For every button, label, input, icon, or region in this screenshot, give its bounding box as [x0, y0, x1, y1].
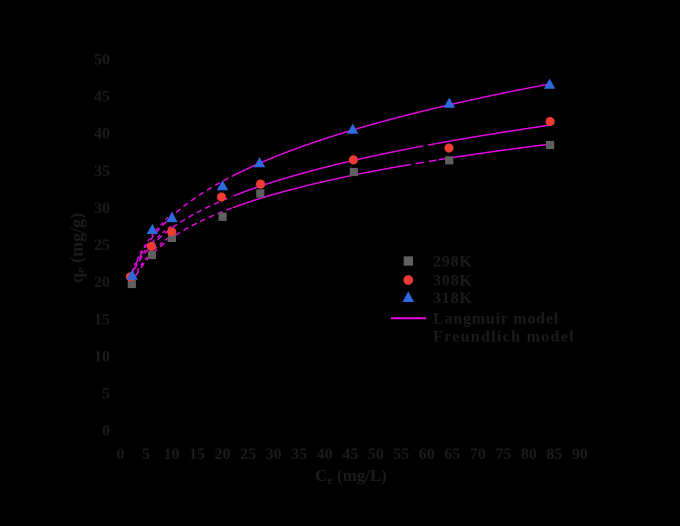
- svg-text:25: 25: [94, 237, 110, 254]
- svg-text:5: 5: [142, 446, 150, 463]
- svg-text:75: 75: [495, 446, 511, 463]
- svg-text:80: 80: [521, 446, 537, 463]
- svg-text:Langmuir model: Langmuir model: [433, 311, 559, 328]
- svg-text:30: 30: [266, 446, 282, 463]
- svg-text:25: 25: [240, 446, 256, 463]
- svg-text:90: 90: [572, 446, 588, 463]
- svg-text:35: 35: [94, 163, 110, 180]
- svg-text:Ce (mg/L): Ce (mg/L): [315, 466, 387, 487]
- svg-text:50: 50: [94, 52, 110, 69]
- svg-text:50: 50: [368, 446, 384, 463]
- svg-text:15: 15: [94, 311, 110, 328]
- svg-text:318K: 318K: [433, 290, 473, 307]
- svg-text:45: 45: [94, 89, 110, 106]
- svg-text:40: 40: [317, 446, 333, 463]
- svg-text:70: 70: [470, 446, 486, 463]
- svg-text:45: 45: [342, 446, 358, 463]
- svg-text:30: 30: [94, 200, 110, 217]
- svg-text:10: 10: [164, 446, 180, 463]
- svg-text:qe (mg/g): qe (mg/g): [67, 213, 88, 283]
- svg-text:5: 5: [102, 386, 110, 403]
- svg-text:0: 0: [116, 446, 124, 463]
- svg-text:20: 20: [94, 274, 110, 291]
- svg-text:10: 10: [94, 349, 110, 366]
- svg-text:20: 20: [215, 446, 231, 463]
- svg-text:85: 85: [546, 446, 562, 463]
- svg-text:65: 65: [444, 446, 460, 463]
- svg-text:0: 0: [102, 423, 110, 440]
- svg-text:60: 60: [419, 446, 435, 463]
- svg-text:35: 35: [291, 446, 307, 463]
- svg-text:308K: 308K: [433, 273, 473, 290]
- svg-text:Freundlich model: Freundlich model: [433, 329, 575, 346]
- svg-text:15: 15: [189, 446, 205, 463]
- svg-text:40: 40: [94, 126, 110, 143]
- svg-text:55: 55: [393, 446, 409, 463]
- svg-text:298K: 298K: [433, 254, 473, 271]
